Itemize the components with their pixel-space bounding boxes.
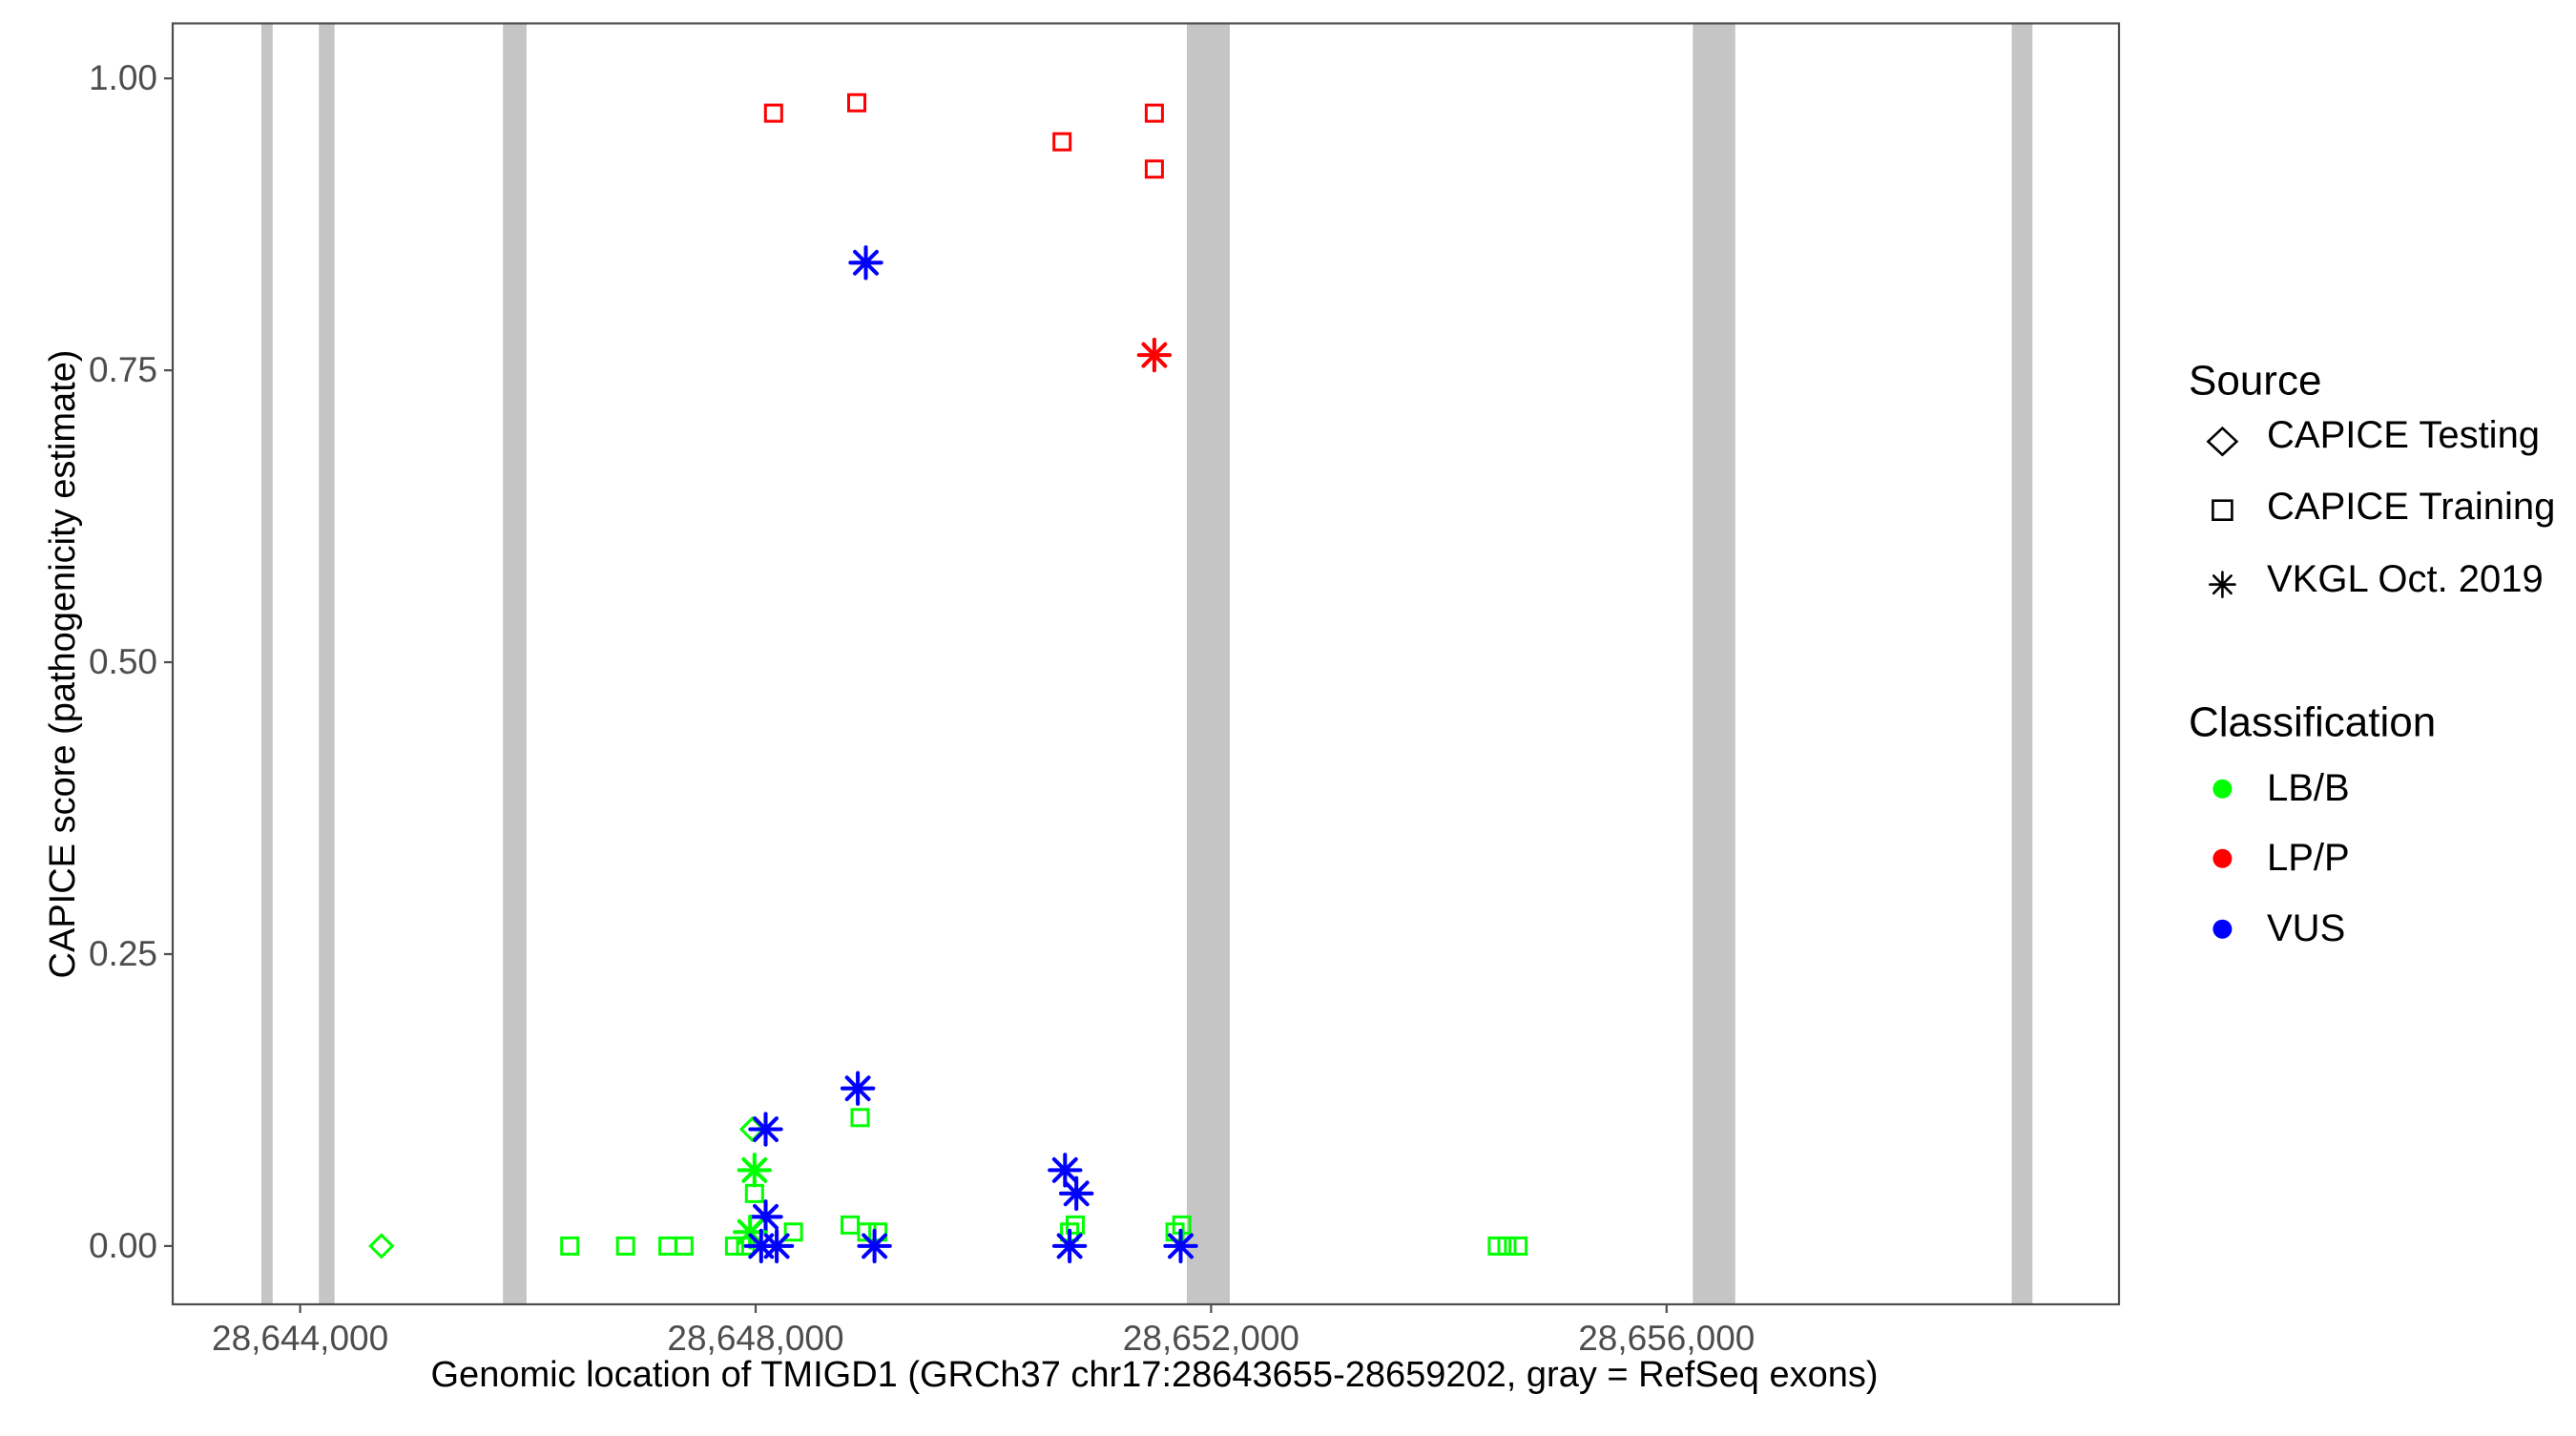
svg-text:28,652,000: 28,652,000 [1123, 1319, 1299, 1358]
svg-text:VUS: VUS [2267, 907, 2345, 949]
svg-text:28,644,000: 28,644,000 [212, 1319, 388, 1358]
svg-text:LP/P: LP/P [2267, 837, 2350, 879]
svg-text:Source: Source [2189, 358, 2321, 405]
svg-text:VKGL Oct. 2019: VKGL Oct. 2019 [2267, 558, 2544, 600]
svg-text:CAPICE Training: CAPICE Training [2267, 486, 2555, 528]
svg-text:28,656,000: 28,656,000 [1578, 1319, 1755, 1358]
svg-text:CAPICE Testing: CAPICE Testing [2267, 414, 2540, 456]
svg-text:0.75: 0.75 [89, 350, 157, 389]
svg-text:1.00: 1.00 [89, 58, 157, 97]
svg-text:28,648,000: 28,648,000 [667, 1319, 843, 1358]
svg-text:Classification: Classification [2189, 698, 2436, 745]
svg-text:0.25: 0.25 [89, 934, 157, 973]
svg-text:0.50: 0.50 [89, 642, 157, 681]
svg-text:0.00: 0.00 [89, 1226, 157, 1265]
svg-text:LB/B: LB/B [2267, 767, 2350, 809]
